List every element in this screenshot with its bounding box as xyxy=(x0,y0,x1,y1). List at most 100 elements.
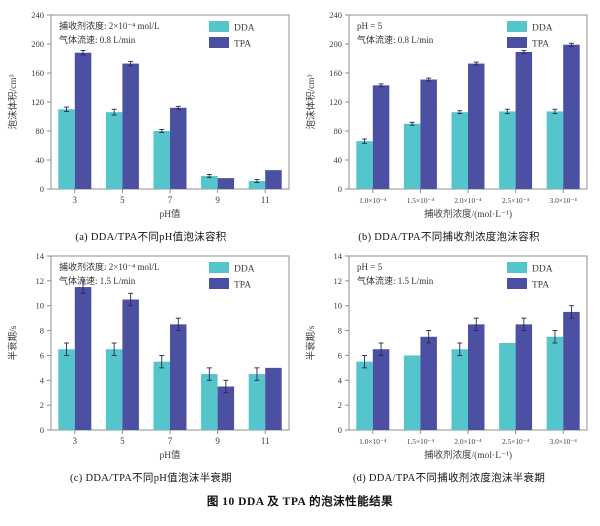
legend-swatch-dda xyxy=(507,21,527,32)
bar-tpa-11 xyxy=(265,367,282,430)
y-axis-tick-label: 240 xyxy=(31,10,44,20)
bar-tpa-9 xyxy=(217,178,235,189)
x-axis-tick-label: 1.0×10⁻⁴ xyxy=(359,196,387,205)
x-axis-tick-label: 9 xyxy=(215,195,220,205)
bar-tpa-2.0×10⁻⁴ xyxy=(468,324,485,430)
x-axis-label: pH值 xyxy=(159,449,181,461)
bar-tpa-3.0×10⁻⁴ xyxy=(563,311,580,430)
chart-d-canvas: 0 2 4 6 8 10 12 14 1.0×10⁻⁴ 1.5×10⁻⁴ 2.0×10⁻⁴ 2.5×1… xyxy=(305,251,588,461)
x-axis-tick-label: 2.5×10⁻⁴ xyxy=(502,437,530,446)
annotation-line: 气体流速: 1.5 L/min xyxy=(357,275,434,286)
x-axis-tick-label: 11 xyxy=(261,436,270,446)
chart-panel-c: 0 2 4 6 8 10 12 14 3 5 7 9 11 捕收剂浓度: 2×10⁻⁴ mol/L 气体流速… xyxy=(2,246,300,485)
bar-tpa-2.0×10⁻⁴ xyxy=(468,63,485,190)
y-axis-tick-label: 0 xyxy=(338,184,342,194)
bar-dda-2.0×10⁻⁴ xyxy=(451,349,468,430)
x-axis-tick-label: 3 xyxy=(73,436,78,446)
chart-a-caption: (a) DDA/TPA不同pH值泡沫容积 xyxy=(75,232,227,243)
y-axis-tick-label: 4 xyxy=(338,375,343,385)
y-axis-tick-label: 160 xyxy=(329,68,342,78)
legend-swatch-tpa xyxy=(507,278,527,289)
bar-dda-5 xyxy=(105,112,123,189)
bar-dda-9 xyxy=(201,175,218,189)
bar-dda-11 xyxy=(248,181,266,189)
annotation-line: pH = 5 xyxy=(357,21,383,31)
bar-tpa-3 xyxy=(74,287,92,430)
x-axis-tick-label: 7 xyxy=(168,195,173,205)
x-axis-tick-label: 3.0×10⁻⁴ xyxy=(550,196,578,205)
x-axis-label: 捕收剂浓度/(mol·L⁻¹) xyxy=(424,208,512,220)
x-axis-tick-label: 2.0×10⁻⁴ xyxy=(454,196,482,205)
y-axis-tick-label: 80 xyxy=(36,126,45,136)
legend-label-tpa: TPA xyxy=(234,40,251,50)
legend-label-dda: DDA xyxy=(532,24,553,34)
bar-tpa-1.0×10⁻⁴ xyxy=(372,85,390,189)
bar-tpa-1.0×10⁻⁴ xyxy=(372,349,390,430)
bar-tpa-5 xyxy=(122,63,139,190)
y-axis-label: 半衰期/s xyxy=(7,325,19,360)
bar-dda-3.0×10⁻⁴ xyxy=(546,336,564,430)
bar-tpa-3 xyxy=(74,52,92,190)
x-axis-tick-label: 1.5×10⁻⁴ xyxy=(407,437,435,446)
y-axis-tick-label: 8 xyxy=(40,326,44,336)
x-axis-tick-label: 5 xyxy=(120,195,125,205)
y-axis-tick-label: 8 xyxy=(338,326,342,336)
bar-tpa-1.5×10⁻⁴ xyxy=(420,79,437,189)
annotation-line: pH = 5 xyxy=(357,262,383,272)
x-axis-tick-label: 7 xyxy=(168,436,173,446)
bar-tpa-3.0×10⁻⁴ xyxy=(563,44,580,189)
annotation-line: 气体流速: 0.8 L/min xyxy=(357,34,434,45)
y-axis-tick-label: 200 xyxy=(329,39,342,49)
legend-label-dda: DDA xyxy=(234,265,255,275)
bar-tpa-5 xyxy=(122,299,139,430)
bar-tpa-7 xyxy=(170,107,187,189)
x-axis-tick-label: 11 xyxy=(261,195,270,205)
bar-tpa-2.5×10⁻⁴ xyxy=(515,51,533,189)
y-axis-tick-label: 200 xyxy=(31,39,44,49)
bar-dda-3 xyxy=(58,349,75,430)
y-axis-tick-label: 0 xyxy=(40,425,44,435)
bar-dda-7 xyxy=(153,361,170,430)
x-axis-tick-label: 3 xyxy=(73,195,78,205)
chart-b-caption: (b) DDA/TPA不同捕收剂浓度泡沫容积 xyxy=(358,232,540,243)
x-axis-tick-label: 1.0×10⁻⁴ xyxy=(359,437,387,446)
y-axis-label: 半衰期/s xyxy=(305,325,317,360)
bar-dda-9 xyxy=(201,374,218,430)
y-axis-tick-label: 80 xyxy=(334,126,343,136)
bar-dda-11 xyxy=(248,374,266,430)
y-axis-tick-label: 6 xyxy=(40,350,44,360)
bar-dda-1.5×10⁻⁴ xyxy=(403,123,421,189)
legend-swatch-tpa xyxy=(507,37,527,48)
chart-b-canvas: 0 40 80 120 160 200 240 1.0×10⁻⁴ 1.5×10⁻⁴ 2.0×10⁻… xyxy=(305,10,588,220)
y-axis-label: 泡沫体积/cm³ xyxy=(305,74,317,129)
x-axis-tick-label: 2.0×10⁻⁴ xyxy=(454,437,482,446)
x-axis-tick-label: 3.0×10⁻⁴ xyxy=(550,437,578,446)
figure-caption: 图 10 DDA 及 TPA 的泡沫性能结果 xyxy=(206,496,394,508)
bar-dda-1.0×10⁻⁴ xyxy=(356,361,373,430)
chart-c-canvas: 0 2 4 6 8 10 12 14 3 5 7 9 11 捕收剂浓度: 2×10⁻⁴ mol/L 气体流速… xyxy=(7,251,290,461)
legend-label-tpa: TPA xyxy=(532,40,549,50)
chart-panel-a: 0 40 80 120 160 200 240 3 5 7 9 11 捕收剂浓度: 2×10⁻⁴ mol… xyxy=(2,5,300,244)
charts-grid: 0 40 80 120 160 200 240 3 5 7 9 11 捕收剂浓度: 2×10⁻⁴ mol… xyxy=(2,5,598,485)
annotation-line: 气体流速: 1.5 L/min xyxy=(59,275,136,286)
bar-dda-3.0×10⁻⁴ xyxy=(546,111,564,189)
chart-c-caption: (c) DDA/TPA不同pH值泡沫半衰期 xyxy=(70,473,232,484)
bar-tpa-2.5×10⁻⁴ xyxy=(515,324,533,430)
chart-d-caption: (d) DDA/TPA不同捕收剂浓度泡沫半衰期 xyxy=(352,473,546,484)
y-axis-tick-label: 240 xyxy=(329,10,342,20)
bar-dda-1.0×10⁻⁴ xyxy=(356,141,373,189)
y-axis-tick-label: 12 xyxy=(334,276,343,286)
y-axis-tick-label: 120 xyxy=(31,97,44,107)
annotation-line: 气体流速: 0.8 L/min xyxy=(59,34,136,45)
bar-dda-7 xyxy=(153,131,170,189)
bar-tpa-9 xyxy=(217,386,235,430)
bar-tpa-7 xyxy=(170,324,187,430)
x-axis-label: 捕收剂浓度/(mol·L⁻¹) xyxy=(424,449,512,461)
y-axis-tick-label: 160 xyxy=(31,68,44,78)
annotation-line: 捕收剂浓度: 2×10⁻⁴ mol/L xyxy=(59,20,159,31)
y-axis-tick-label: 10 xyxy=(36,301,45,311)
y-axis-tick-label: 4 xyxy=(40,375,45,385)
y-axis-tick-label: 14 xyxy=(334,251,343,261)
y-axis-tick-label: 12 xyxy=(36,276,45,286)
